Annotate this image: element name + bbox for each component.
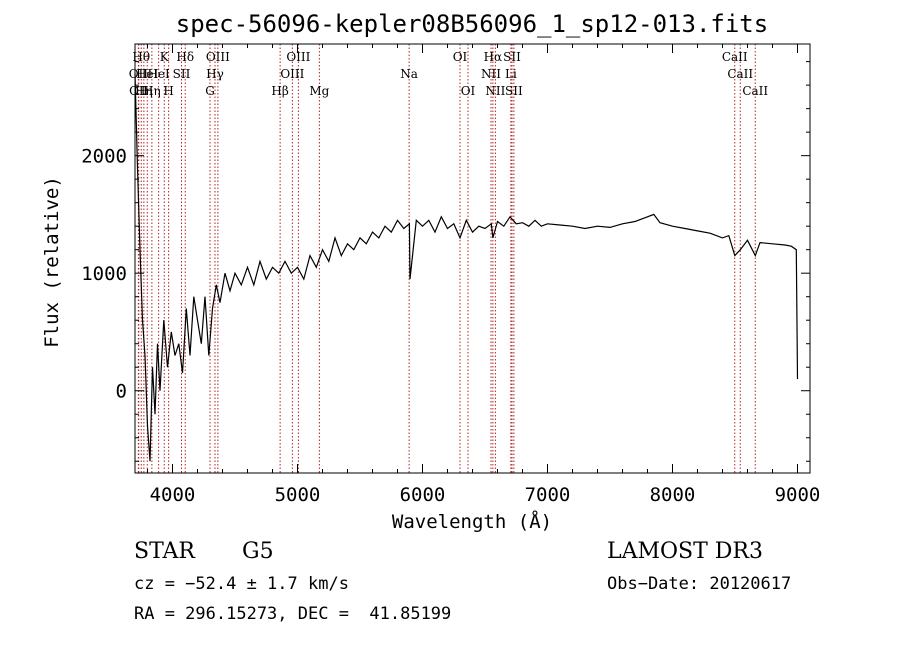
- line-marker-label-6: HeI: [147, 67, 170, 81]
- chart-title: spec-56096-kepler08B56096_1_sp12-013.fit…: [176, 10, 768, 38]
- spectrum-line: [134, 73, 799, 462]
- y-tick-label: 0: [116, 381, 127, 403]
- line-marker-label-14: Hβ: [271, 84, 288, 98]
- line-marker-label-18: Na: [400, 67, 418, 81]
- x-tick-label: 4000: [150, 484, 196, 506]
- plot-frame: [134, 43, 811, 474]
- x-tick-label: 8000: [650, 484, 696, 506]
- line-marker-label-19: OI: [453, 50, 468, 64]
- line-marker-label-4: HeI: [136, 67, 159, 81]
- x-tick-label: 6000: [400, 484, 446, 506]
- coordinates: RA = 296.15273, DEC = 41.85199: [134, 604, 452, 624]
- line-marker-label-21: NII: [481, 67, 501, 81]
- line-marker-label-24: Li: [505, 67, 517, 81]
- line-marker-label-22: Hα: [484, 50, 503, 64]
- redshift-cz: cz = −52.4 ± 1.7 km/s: [134, 574, 349, 594]
- line-marker-labels: OIIOIIHθHηHeIHηHeIKHSIIHδGHγOIIIHβOIIIOI…: [129, 50, 769, 98]
- line-marker-label-16: OIII: [286, 50, 310, 64]
- line-marker-label-13: OIII: [206, 50, 230, 64]
- line-marker-label-23: NII: [485, 84, 505, 98]
- line-marker-label-27: CaII: [722, 50, 748, 64]
- y-tick-label: 1000: [81, 263, 127, 285]
- x-tick-label: 5000: [275, 484, 321, 506]
- line-marker-label-0: OII: [129, 67, 149, 81]
- object-subclass: G5: [242, 539, 274, 564]
- line-marker-label-11: G: [205, 84, 215, 98]
- x-tick-label: 7000: [525, 484, 571, 506]
- line-marker-label-26: SII: [505, 84, 523, 98]
- y-tick-label: 2000: [81, 146, 127, 168]
- line-marker-label-1: OII: [129, 84, 149, 98]
- line-marker-label-25: SII: [503, 50, 521, 64]
- line-marker-label-12: Hγ: [206, 67, 224, 81]
- line-marker-label-20: OI: [461, 84, 476, 98]
- object-class: STAR: [134, 539, 195, 564]
- line-marker-label-7: K: [160, 50, 170, 64]
- line-markers: [137, 44, 756, 473]
- line-marker-label-17: Mg: [309, 84, 329, 98]
- survey-name: LAMOST DR3: [607, 539, 763, 564]
- line-marker-label-8: H: [163, 84, 173, 98]
- x-axis: 4000 5000 6000 7000 8000 9000: [147, 44, 821, 506]
- line-marker-label-2: Hθ: [132, 50, 150, 64]
- y-axis: 0 1000 2000: [81, 61, 810, 462]
- line-marker-label-10: Hδ: [176, 50, 194, 64]
- line-marker-label-5: Hη: [143, 84, 161, 98]
- x-axis-label: Wavelength (Å): [392, 510, 552, 533]
- observation-date: Obs−Date: 20120617: [607, 574, 792, 594]
- line-marker-label-28: CaII: [727, 67, 753, 81]
- x-tick-label: 9000: [775, 484, 821, 506]
- line-marker-label-9: SII: [173, 67, 191, 81]
- line-marker-label-15: OIII: [280, 67, 304, 81]
- line-marker-label-29: CaII: [742, 84, 768, 98]
- y-axis-label: Flux (relative): [41, 176, 63, 348]
- line-marker-label-3: Hη: [135, 84, 153, 98]
